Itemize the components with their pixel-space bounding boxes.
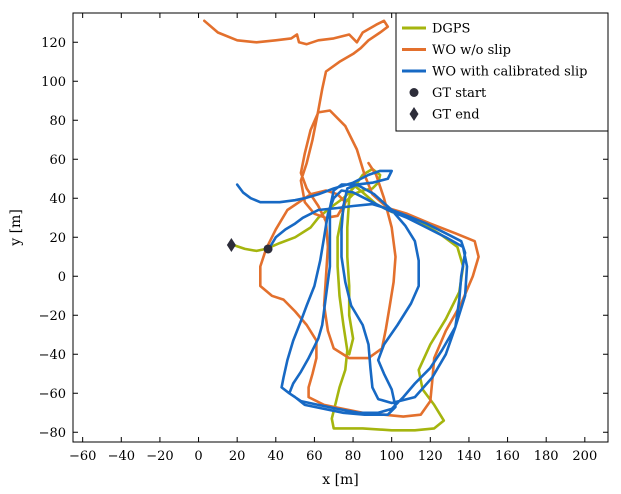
legend-swatch-gt-end xyxy=(409,107,419,121)
y-tick-label: 40 xyxy=(49,192,66,207)
marker-layer xyxy=(226,238,273,254)
plot-frame xyxy=(72,12,609,443)
y-tick-label: −80 xyxy=(39,426,66,441)
legend-box xyxy=(395,12,609,132)
y-tick-label: 100 xyxy=(41,75,66,90)
y-tick-label: −20 xyxy=(39,309,66,324)
legend-swatch-gt-start xyxy=(409,88,419,97)
x-tick-label: 20 xyxy=(229,449,246,464)
gt-start-marker xyxy=(263,244,273,254)
x-tick-label: 80 xyxy=(345,449,362,464)
y-tick-label: −60 xyxy=(39,387,66,402)
x-tick-label: 0 xyxy=(194,449,202,464)
y-tick-label: 0 xyxy=(58,270,66,285)
y-tick-label: 80 xyxy=(49,114,66,129)
x-tick-label: 120 xyxy=(418,449,443,464)
series-layer xyxy=(203,19,480,432)
x-tick-label: 160 xyxy=(495,449,520,464)
x-tick-label: 140 xyxy=(457,449,482,464)
x-tick-label: 100 xyxy=(379,449,404,464)
legend-label-wo-w-o-slip: WO w/o slip xyxy=(432,43,511,58)
legend: DGPS WO w/o slip WO with calibrated slip GT… xyxy=(395,12,609,132)
gt-end-marker xyxy=(226,238,236,253)
y-axis-label: y [m] xyxy=(8,209,24,247)
x-tick-label: 180 xyxy=(534,449,559,464)
y-tick-label: −40 xyxy=(39,348,66,363)
x-tick-label: −60 xyxy=(69,449,96,464)
y-tick-label: 20 xyxy=(49,231,66,246)
x-tick-label: −40 xyxy=(108,449,135,464)
x-tick-label: 200 xyxy=(572,449,597,464)
legend-label-wo-with-calibrated-slip: WO with calibrated slip xyxy=(432,65,587,80)
legend-label-gt-start: GT start xyxy=(432,86,487,101)
series-line-2 xyxy=(235,169,469,416)
y-tick-label: 60 xyxy=(49,153,66,168)
tick-layer: −60 −40 −20 0 20 40 60 80 100 120 140 160 180 200−80−… xyxy=(39,13,608,464)
y-tick-label: 120 xyxy=(41,36,66,51)
x-tick-label: 60 xyxy=(306,449,323,464)
x-tick-label: −20 xyxy=(146,449,173,464)
x-tick-label: 40 xyxy=(268,449,285,464)
x-axis-label: x [m] xyxy=(322,472,359,488)
legend-label-gt-end: GT end xyxy=(432,108,480,123)
series-line-0 xyxy=(232,167,465,432)
legend-label-dgps: DGPS xyxy=(432,22,470,37)
